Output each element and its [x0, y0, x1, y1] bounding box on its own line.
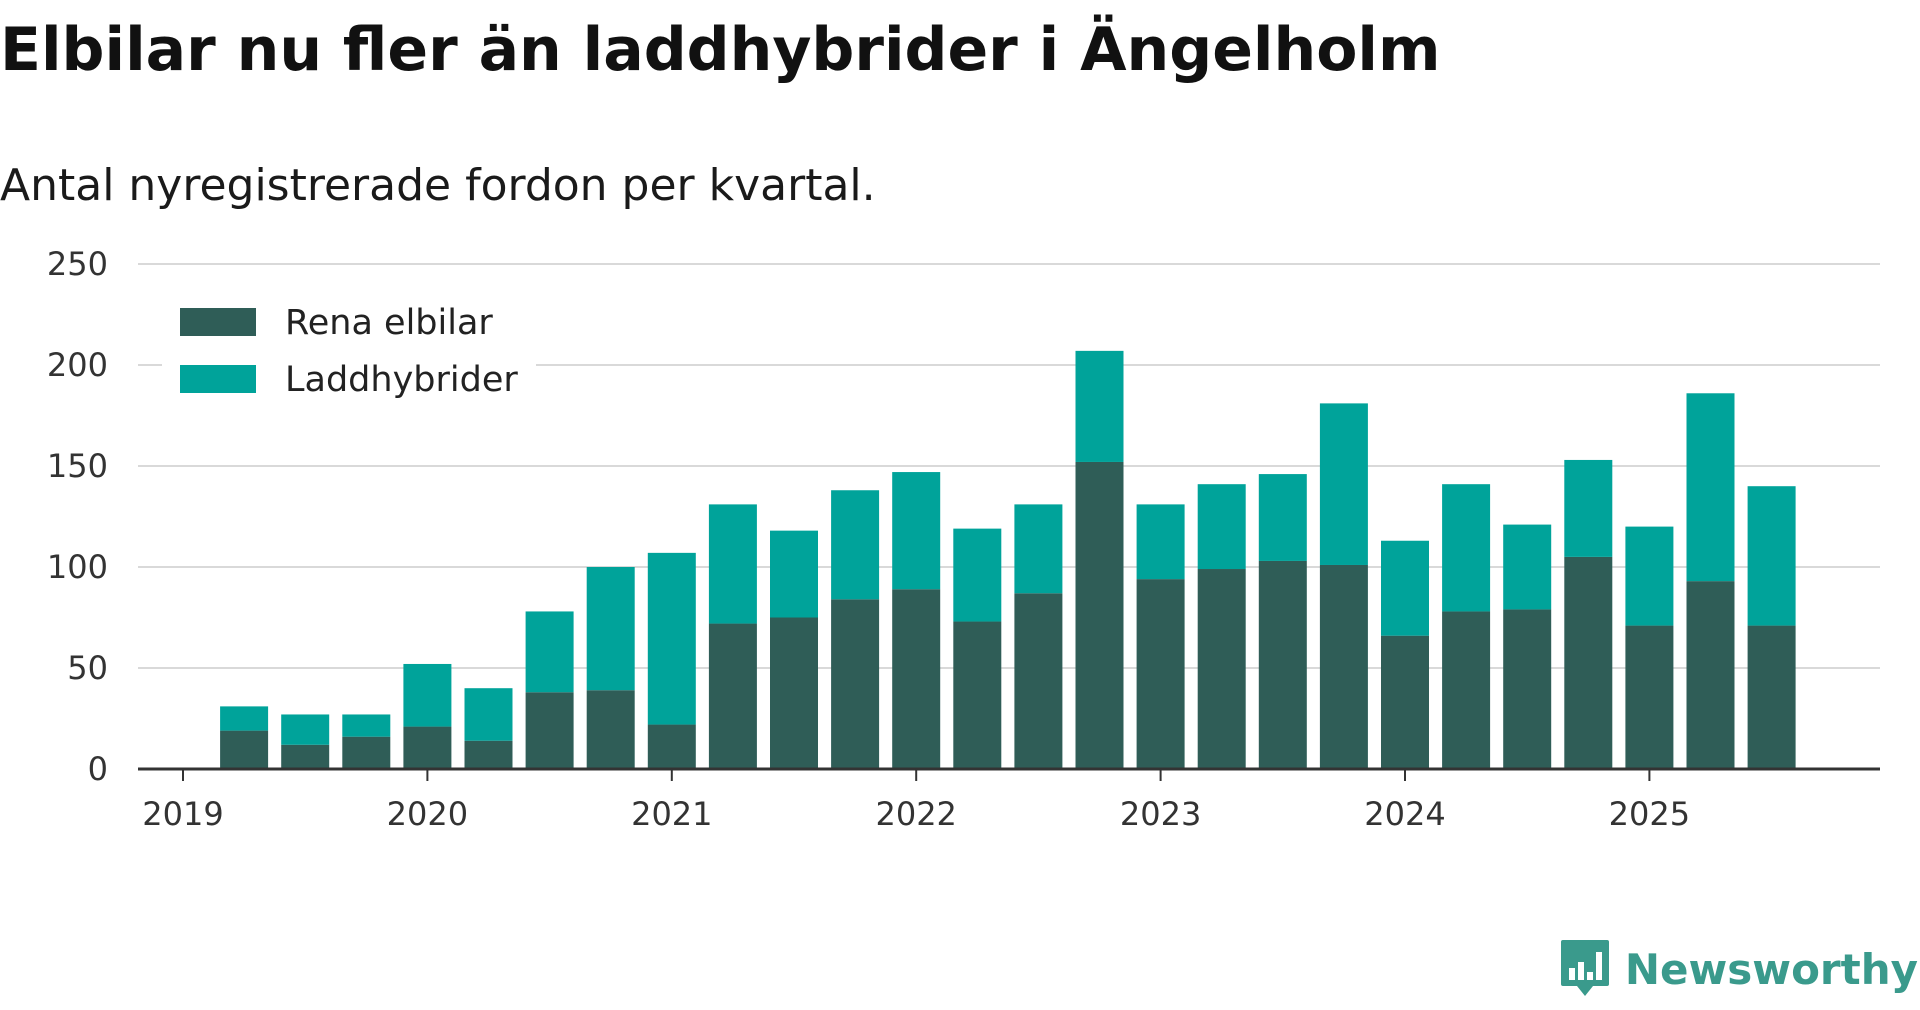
- legend-label: Rena elbilar: [285, 303, 493, 343]
- bar-segment-laddhybrider: 2024 Q3 – Laddhybrider: 42: [1503, 524, 1552, 610]
- y-tick-label: 150: [47, 447, 108, 485]
- bar-segment-rena-elbilar: 2019 Q4 – Rena elbilar: 16: [342, 736, 391, 769]
- bar-segment-laddhybrider: 2023 Q2 – Laddhybrider: 42: [1197, 484, 1246, 570]
- bar-segment-laddhybrider: 2020 Q1 – Laddhybrider: 31: [403, 663, 452, 727]
- y-tick-label: 200: [47, 346, 108, 384]
- bar-segment-laddhybrider: 2020 Q2 – Laddhybrider: 26: [464, 688, 513, 741]
- bar-segment-rena-elbilar: 2024 Q3 – Rena elbilar: 79: [1503, 609, 1552, 769]
- bar-segment-laddhybrider: 2025 Q3 – Laddhybrider: 69: [1747, 486, 1796, 626]
- y-tick-label: 0: [88, 750, 108, 788]
- bar-segment-rena-elbilar: 2019 Q3 – Rena elbilar: 12: [281, 744, 330, 769]
- bar-segment-rena-elbilar: 2024 Q2 – Rena elbilar: 78: [1442, 611, 1491, 769]
- bar-segment-laddhybrider: 2023 Q4 – Laddhybrider: 80: [1319, 403, 1368, 565]
- y-tick-label: 50: [67, 649, 108, 687]
- bar-segment-laddhybrider: 2021 Q3 – Laddhybrider: 43: [770, 530, 818, 618]
- x-tick-label: 2019: [142, 795, 223, 833]
- x-tick-label: 2023: [1120, 795, 1201, 833]
- chart-subtitle: Antal nyregistrerade fordon per kvartal.: [0, 160, 876, 211]
- bar-segment-rena-elbilar: 2020 Q2 – Rena elbilar: 14: [464, 740, 513, 769]
- legend: Rena elbilar Laddhybrider: [162, 296, 536, 400]
- bar-segment-rena-elbilar: 2021 Q3 – Rena elbilar: 75: [770, 617, 818, 769]
- bar-segment-laddhybrider: 2022 Q3 – Laddhybrider: 44: [1014, 504, 1063, 594]
- bar-segment-rena-elbilar: 2022 Q4 – Rena elbilar: 152: [1075, 461, 1124, 769]
- bar-segment-laddhybrider: 2024 Q2 – Laddhybrider: 63: [1442, 484, 1491, 612]
- x-tick-label: 2022: [875, 795, 956, 833]
- legend-swatch: [180, 308, 256, 336]
- bar-segment-laddhybrider: 2022 Q1 – Laddhybrider: 58: [892, 472, 941, 590]
- x-tick-label: 2021: [631, 795, 712, 833]
- bar-segment-laddhybrider: 2020 Q3 – Laddhybrider: 40: [525, 611, 574, 693]
- bar-segment-rena-elbilar: 2025 Q2 – Rena elbilar: 93: [1686, 581, 1735, 769]
- x-tick-label: 2025: [1609, 795, 1690, 833]
- y-tick-label: 250: [47, 245, 108, 283]
- bar-segment-laddhybrider: 2021 Q4 – Laddhybrider: 54: [831, 490, 880, 600]
- y-tick-label: 100: [47, 548, 108, 586]
- bar-segment-rena-elbilar: 2020 Q1 – Rena elbilar: 21: [403, 726, 452, 769]
- bar-segment-laddhybrider: 2023 Q1 – Laddhybrider: 37: [1136, 504, 1185, 580]
- brand: Newsworthy: [1559, 934, 1918, 1004]
- bars: 2019 Q2 – Rena elbilar: 192019 Q2 – Ladd…: [220, 350, 1796, 769]
- bar-segment-laddhybrider: 2021 Q1 – Laddhybrider: 85: [647, 552, 696, 725]
- bar-segment-rena-elbilar: 2025 Q1 – Rena elbilar: 71: [1625, 625, 1674, 769]
- bar-segment-laddhybrider: 2024 Q4 – Laddhybrider: 48: [1564, 459, 1613, 557]
- bar-segment-laddhybrider: 2019 Q4 – Laddhybrider: 11: [342, 714, 391, 737]
- x-axis: 2019 2020 2021 2022 2023 2024 2025: [138, 767, 1880, 833]
- bar-segment-rena-elbilar: 2025 Q3 – Rena elbilar: 71: [1747, 625, 1796, 769]
- bar-segment-laddhybrider: 2025 Q2 – Laddhybrider: 93: [1686, 393, 1735, 582]
- x-tick-label: 2024: [1364, 795, 1445, 833]
- bar-segment-rena-elbilar: 2023 Q1 – Rena elbilar: 94: [1136, 579, 1185, 769]
- bar-segment-rena-elbilar: 2022 Q3 – Rena elbilar: 87: [1014, 593, 1063, 769]
- bar-segment-rena-elbilar: 2024 Q4 – Rena elbilar: 105: [1564, 556, 1613, 769]
- bar-segment-rena-elbilar: 2024 Q1 – Rena elbilar: 66: [1381, 635, 1429, 769]
- bar-segment-rena-elbilar: 2021 Q4 – Rena elbilar: 84: [831, 599, 880, 769]
- bar-segment-rena-elbilar: 2023 Q3 – Rena elbilar: 103: [1258, 560, 1307, 769]
- bar-segment-laddhybrider: 2021 Q2 – Laddhybrider: 59: [708, 504, 757, 624]
- bar-segment-rena-elbilar: 2023 Q2 – Rena elbilar: 99: [1197, 569, 1246, 769]
- bar-segment-rena-elbilar: 2020 Q4 – Rena elbilar: 39: [586, 690, 635, 769]
- newsworthy-logo-icon: [1560, 940, 1609, 996]
- bar-segment-rena-elbilar: 2021 Q2 – Rena elbilar: 72: [708, 623, 757, 769]
- bar-segment-laddhybrider: 2022 Q4 – Laddhybrider: 55: [1075, 350, 1124, 462]
- bar-segment-laddhybrider: 2022 Q2 – Laddhybrider: 46: [953, 528, 1002, 622]
- bar-segment-laddhybrider: 2019 Q3 – Laddhybrider: 15: [281, 714, 330, 745]
- bar-segment-rena-elbilar: 2022 Q2 – Rena elbilar: 73: [953, 621, 1002, 769]
- bar-segment-rena-elbilar: 2021 Q1 – Rena elbilar: 22: [647, 724, 696, 769]
- bar-segment-laddhybrider: 2020 Q4 – Laddhybrider: 61: [586, 567, 635, 691]
- bar-segment-rena-elbilar: 2022 Q1 – Rena elbilar: 89: [892, 589, 941, 769]
- bar-segment-rena-elbilar: 2023 Q4 – Rena elbilar: 101: [1319, 564, 1368, 769]
- legend-swatch: [180, 365, 256, 393]
- bar-segment-laddhybrider: 2023 Q3 – Laddhybrider: 43: [1258, 474, 1307, 561]
- bar-segment-laddhybrider: 2024 Q1 – Laddhybrider: 47: [1381, 540, 1429, 636]
- bar-segment-laddhybrider: 2019 Q2 – Laddhybrider: 12: [220, 706, 269, 731]
- legend-label: Laddhybrider: [285, 360, 518, 400]
- bar-segment-rena-elbilar: 2019 Q2 – Rena elbilar: 19: [220, 730, 269, 769]
- bar-segment-laddhybrider: 2025 Q1 – Laddhybrider: 49: [1625, 526, 1674, 626]
- y-axis-ticks: 0 50 100 150 200 250: [47, 245, 108, 788]
- bar-segment-rena-elbilar: 2020 Q3 – Rena elbilar: 38: [525, 692, 574, 769]
- brand-name: Newsworthy: [1624, 944, 1918, 994]
- x-tick-label: 2020: [387, 795, 468, 833]
- chart-title: Elbilar nu fler än laddhybrider i Ängelh…: [0, 15, 1441, 85]
